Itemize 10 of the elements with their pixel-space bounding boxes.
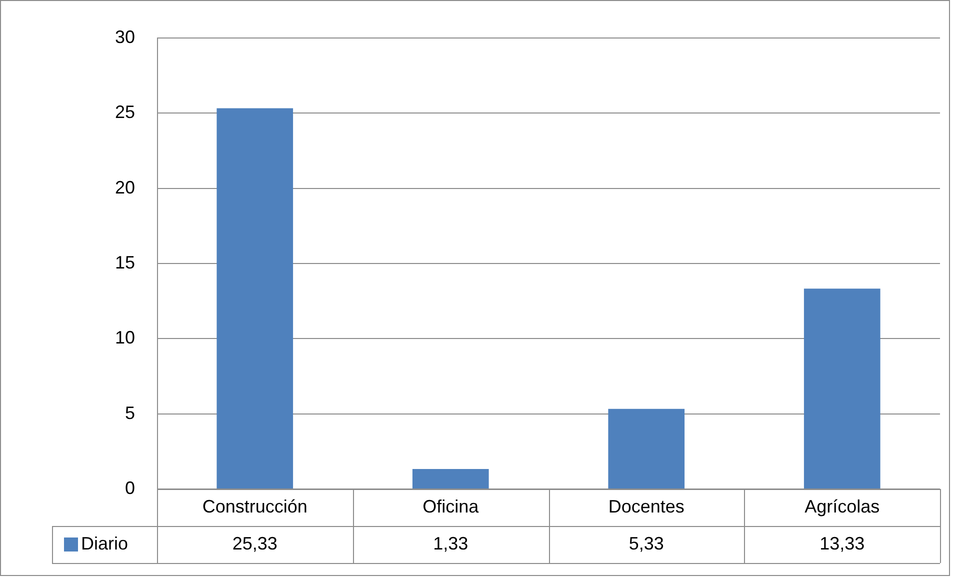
y-tick-label: 5: [124, 402, 135, 423]
y-tick-label: 30: [114, 26, 135, 47]
y-tick-label: 25: [114, 102, 135, 122]
bar: [804, 288, 880, 488]
bar: [216, 108, 294, 488]
bar: [412, 469, 489, 488]
y-tick-label: 15: [114, 252, 135, 272]
y-tick-label: 20: [114, 177, 135, 198]
bar: [608, 408, 685, 488]
y-tick-label: 10: [114, 328, 135, 348]
